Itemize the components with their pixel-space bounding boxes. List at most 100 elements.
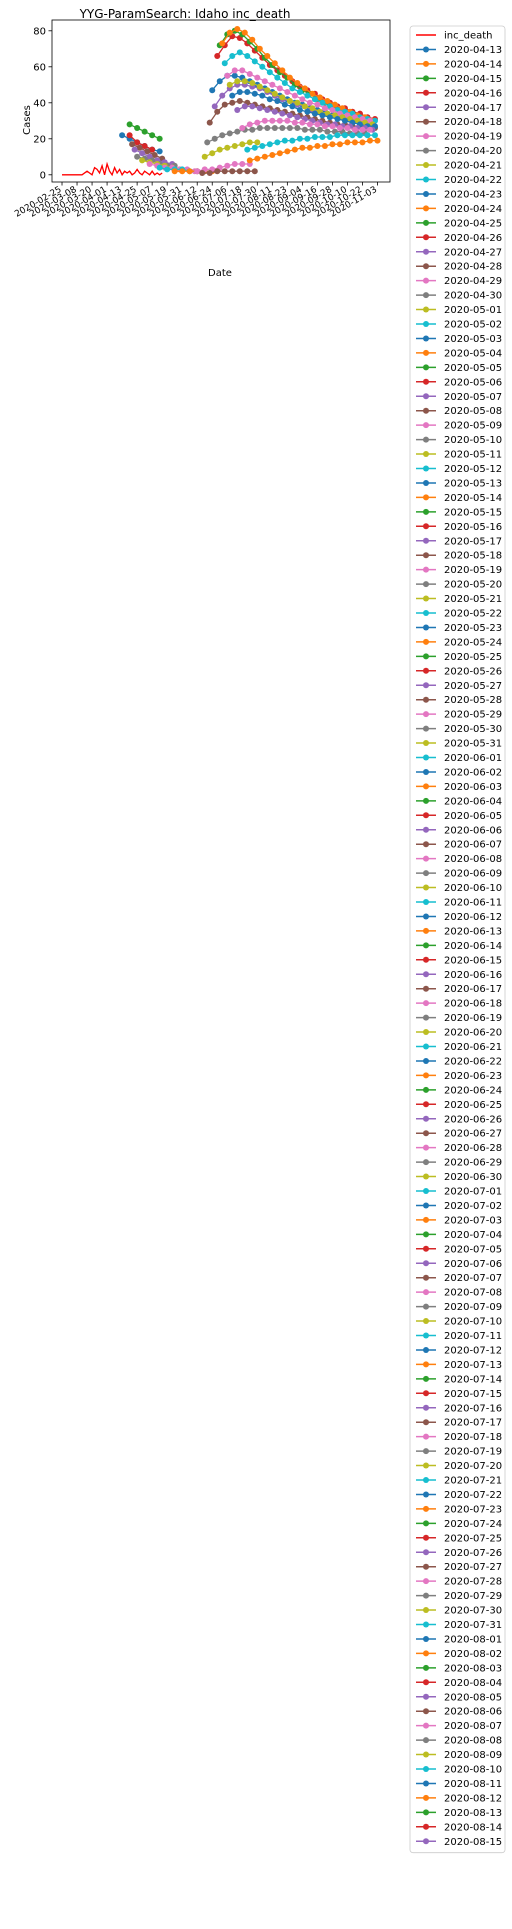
- legend-marker: [423, 1260, 429, 1267]
- y-axis-label: Cases: [22, 105, 33, 135]
- legend-marker: [423, 783, 429, 790]
- legend-marker: [423, 1231, 429, 1238]
- legend-marker: [423, 1173, 429, 1180]
- legend-label: 2020-07-16: [444, 1403, 502, 1414]
- legend-marker: [423, 205, 429, 212]
- legend-marker: [423, 1462, 429, 1469]
- forecast-point: [234, 78, 241, 85]
- legend-marker: [423, 1115, 429, 1122]
- legend-label: 2020-07-20: [444, 1461, 502, 1472]
- forecast-point: [344, 125, 351, 131]
- forecast-point: [296, 107, 303, 113]
- forecast-point: [264, 107, 271, 113]
- chart-title: YYG-ParamSearch: Idaho inc_death: [79, 7, 291, 21]
- forecast-line: [206, 127, 365, 143]
- legend-label: 2020-07-02: [444, 1201, 502, 1212]
- forecast-point: [251, 58, 258, 65]
- legend-label: 2020-08-10: [444, 1765, 502, 1776]
- legend-label: 2020-06-04: [444, 796, 502, 807]
- forecast-point: [146, 161, 153, 167]
- legend-marker: [423, 1621, 429, 1628]
- legend-label: 2020-04-23: [444, 189, 502, 200]
- legend-label: 2020-08-13: [444, 1808, 502, 1819]
- forecast-point: [251, 168, 258, 175]
- legend-marker: [423, 581, 429, 588]
- forecast-point: [309, 90, 316, 97]
- legend-marker: [423, 855, 429, 862]
- legend-label: inc_death: [444, 31, 493, 42]
- forecast-point: [279, 67, 286, 74]
- legend-marker: [423, 1563, 429, 1570]
- forecast-point: [296, 135, 303, 142]
- forecast-point: [276, 85, 283, 92]
- legend-marker: [423, 610, 429, 616]
- forecast-point: [271, 90, 278, 97]
- y-tick-label: 0: [40, 170, 46, 181]
- forecast-point: [274, 139, 281, 146]
- forecast-point: [261, 78, 268, 85]
- forecast-point: [221, 60, 228, 67]
- forecast-point: [221, 168, 228, 175]
- legend-label: 2020-05-09: [444, 421, 502, 432]
- legend-marker: [423, 219, 429, 226]
- legend-label: 2020-06-11: [444, 898, 502, 909]
- legend-label: 2020-05-18: [444, 551, 502, 562]
- forecast-point: [276, 117, 283, 124]
- forecast-point: [291, 119, 298, 126]
- legend: inc_death 2020-04-13 2020-04-14 2020-04-15 2…: [409, 25, 506, 1854]
- forecast-point: [279, 110, 286, 117]
- forecast-point: [336, 141, 343, 148]
- forecast-point: [326, 134, 333, 140]
- legend-marker: [423, 899, 429, 905]
- legend-marker: [423, 653, 429, 660]
- legend-label: 2020-06-18: [444, 999, 502, 1010]
- forecast-point: [216, 78, 223, 85]
- forecast-point: [366, 137, 373, 144]
- legend-marker: [423, 523, 429, 530]
- forecast-point: [214, 108, 221, 115]
- legend-label: 2020-05-14: [444, 493, 502, 504]
- legend-label: 2020-06-20: [444, 1028, 502, 1039]
- forecast-point: [316, 126, 323, 133]
- legend-marker: [423, 335, 429, 342]
- legend-label: 2020-06-06: [444, 825, 502, 836]
- forecast-point: [286, 125, 293, 131]
- legend-label: 2020-07-25: [444, 1533, 502, 1544]
- forecast-point: [344, 139, 351, 146]
- forecast-point: [271, 108, 278, 115]
- forecast-point: [226, 29, 233, 36]
- forecast-point: [236, 89, 243, 95]
- legend-marker: [423, 1520, 429, 1527]
- legend-marker: [423, 740, 429, 747]
- legend-marker: [423, 292, 429, 299]
- legend-label: 2020-05-26: [444, 666, 502, 677]
- forecast-point: [309, 126, 316, 133]
- legend-label: 2020-04-15: [444, 74, 502, 85]
- forecast-point: [304, 108, 311, 115]
- plot-area: [62, 26, 381, 177]
- forecast-point: [264, 53, 271, 59]
- legend-marker: [423, 537, 429, 544]
- legend-label: 2020-07-26: [444, 1548, 502, 1559]
- forecast-point: [231, 161, 238, 167]
- forecast-point: [126, 121, 133, 128]
- forecast-point: [299, 144, 306, 151]
- legend-label: 2020-07-21: [444, 1476, 502, 1487]
- legend-label: 2020-05-16: [444, 522, 502, 533]
- legend-marker: [423, 1751, 429, 1758]
- legend-label: 2020-07-30: [444, 1606, 502, 1617]
- legend-label: 2020-07-05: [444, 1244, 502, 1255]
- forecast-point: [331, 101, 338, 108]
- forecast-point: [259, 143, 266, 149]
- legend-label: 2020-06-03: [444, 782, 502, 793]
- forecast-point: [131, 146, 138, 153]
- legend-marker: [423, 1549, 429, 1556]
- legend-marker: [423, 1635, 429, 1642]
- legend-label: 2020-07-31: [444, 1620, 502, 1631]
- forecast-point: [304, 135, 311, 142]
- legend-marker: [423, 1072, 429, 1079]
- legend-marker: [423, 985, 429, 992]
- forecast-point: [249, 80, 256, 86]
- legend-marker: [423, 1448, 429, 1455]
- forecast-point: [241, 103, 248, 110]
